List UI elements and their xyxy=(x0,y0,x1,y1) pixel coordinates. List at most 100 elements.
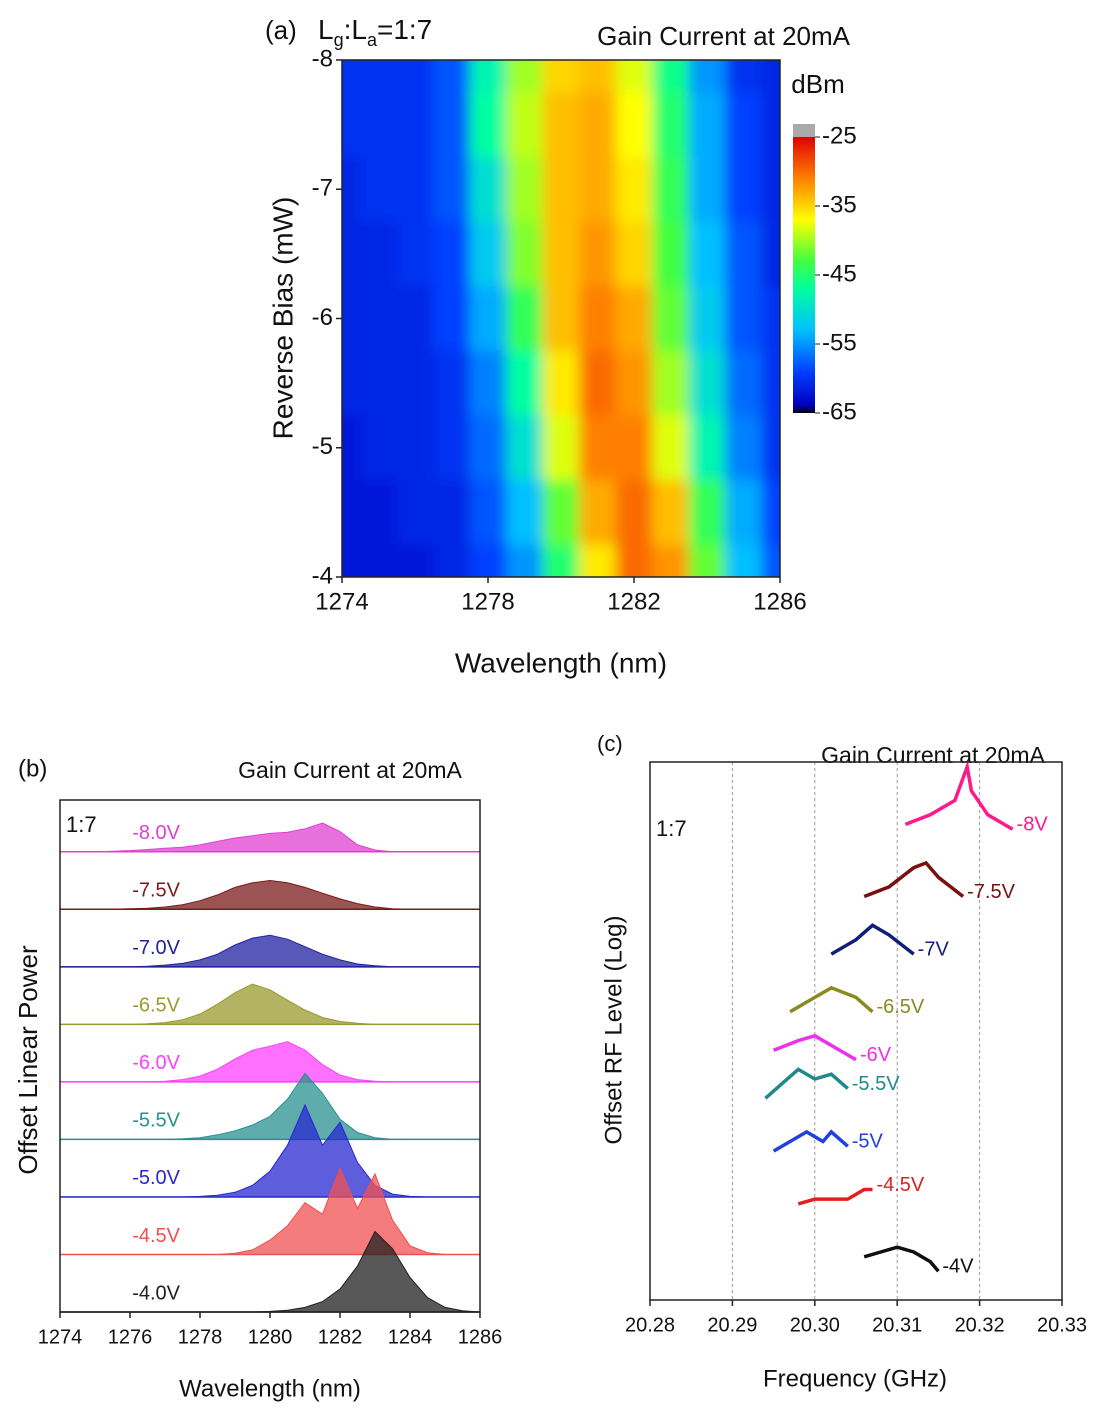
heatmap-cell xyxy=(688,480,726,546)
colorbar-label: dBm xyxy=(791,69,844,99)
heatmap-cell xyxy=(469,350,507,416)
heatmap-cell xyxy=(433,544,471,577)
heatmap-cell xyxy=(506,92,544,158)
heatmap-cell xyxy=(725,544,763,577)
series-label: -5.5V xyxy=(852,1073,900,1095)
heatmap-cell xyxy=(725,350,763,416)
heatmap-cell xyxy=(761,480,780,546)
heatmap-cell xyxy=(725,221,763,287)
heatmap-cell xyxy=(542,60,580,93)
y-axis-label: Reverse Bias (mW) xyxy=(267,197,298,440)
heatmap-cell xyxy=(688,92,726,158)
heatmap-cell xyxy=(725,92,763,158)
series-label: -5.5V xyxy=(132,1110,180,1132)
heatmap-cell xyxy=(579,221,617,287)
spectrum-area xyxy=(59,1072,481,1140)
heatmap-cell xyxy=(652,286,690,352)
heatmap-cell xyxy=(433,480,471,546)
heatmap-cell xyxy=(652,350,690,416)
heatmap-cell xyxy=(725,156,763,223)
colorbar xyxy=(793,137,815,413)
heatmap-cell xyxy=(615,544,653,577)
heatmap-cell xyxy=(542,286,580,352)
heatmap-cell xyxy=(688,544,726,577)
heatmap-cell xyxy=(761,350,780,416)
rf-trace xyxy=(789,985,874,1014)
heatmap-cell xyxy=(542,350,580,416)
colorbar-tick-label: -25 xyxy=(822,122,857,149)
heatmap-cell xyxy=(506,60,544,93)
series-label: -7.0V xyxy=(132,937,180,959)
plot-frame xyxy=(341,59,781,578)
x-tick-label: 1278 xyxy=(461,588,514,615)
heatmap-cell xyxy=(360,92,398,158)
heatmap-cell xyxy=(615,480,653,546)
y-tick-label: -4 xyxy=(312,562,333,589)
heatmap-cell xyxy=(542,544,580,577)
heatmap-cell xyxy=(652,92,690,158)
series-label: -8.0V xyxy=(132,822,180,844)
heatmap-cell xyxy=(688,221,726,287)
heatmap-cell xyxy=(469,156,507,223)
heatmap-cell xyxy=(342,350,361,416)
heatmap-cell xyxy=(360,415,398,481)
y-tick-label: -7 xyxy=(312,175,333,202)
series-label: -4.5V xyxy=(132,1225,180,1247)
x-tick-label: 20.30 xyxy=(790,1314,840,1336)
heatmap-cell xyxy=(469,286,507,352)
x-tick-label: 1284 xyxy=(388,1326,433,1348)
colorbar-tick-label: -35 xyxy=(822,191,857,218)
heatmap-cell xyxy=(615,350,653,416)
heatmap-cell xyxy=(652,415,690,481)
heatmap-cell xyxy=(579,480,617,546)
heatmap-cell xyxy=(342,60,361,93)
heatmap-cell xyxy=(396,156,434,223)
x-axis-label: Wavelength (nm) xyxy=(179,1375,361,1402)
annotation: 1:7 xyxy=(66,812,97,837)
heatmap-cell xyxy=(360,480,398,546)
heatmap-cell xyxy=(506,350,544,416)
x-tick-label: 1280 xyxy=(248,1326,293,1348)
y-tick-label: -6 xyxy=(312,304,333,331)
heatmap-cell xyxy=(342,286,361,352)
heatmap-cell xyxy=(652,544,690,577)
heatmap-cell xyxy=(469,415,507,481)
heatmap-cell xyxy=(579,286,617,352)
heatmap-cell xyxy=(342,480,361,546)
heatmap-cell xyxy=(433,60,471,93)
heatmap-cell xyxy=(342,415,361,481)
rf-trace xyxy=(772,1033,857,1062)
x-tick-label: 1276 xyxy=(108,1326,153,1348)
heatmap-cell xyxy=(761,415,780,481)
series-label: -7.5V xyxy=(132,880,180,902)
heatmap-cell xyxy=(433,415,471,481)
x-tick-label: 1282 xyxy=(318,1326,363,1348)
heatmap-cell xyxy=(688,350,726,416)
heatmap-cell xyxy=(469,60,507,93)
series-label: -4.0V xyxy=(132,1282,180,1304)
heatmap-cell xyxy=(652,156,690,223)
heatmap-cell xyxy=(360,544,398,577)
series-label: -5V xyxy=(852,1131,884,1153)
heatmap-cell xyxy=(761,544,780,577)
heatmap-cell xyxy=(542,480,580,546)
heatmap-cell xyxy=(396,60,434,93)
heatmap-cell xyxy=(469,480,507,546)
panel-label: (b) xyxy=(18,755,47,782)
heatmap-cell xyxy=(615,156,653,223)
rf-trace xyxy=(764,1067,849,1100)
x-tick-label: 1274 xyxy=(315,588,368,615)
heatmap-cell xyxy=(725,480,763,546)
heatmap-cell xyxy=(542,221,580,287)
x-tick-label: 20.28 xyxy=(625,1314,675,1336)
heatmap-cell xyxy=(433,156,471,223)
heatmap-cell xyxy=(506,221,544,287)
y-tick-label: -5 xyxy=(312,433,333,460)
x-tick-label: 20.31 xyxy=(872,1314,922,1336)
heatmap-cell xyxy=(725,415,763,481)
heatmap-cell xyxy=(433,221,471,287)
heatmap-cell xyxy=(688,156,726,223)
rf-trace xyxy=(863,860,965,899)
series-label: -6.5V xyxy=(876,996,924,1018)
